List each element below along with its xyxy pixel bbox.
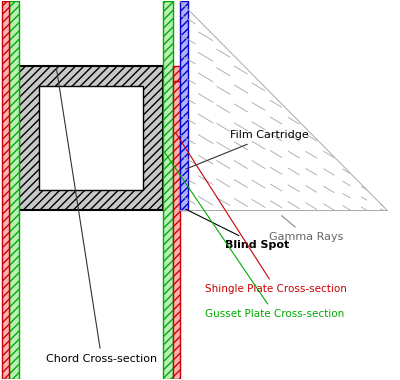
Bar — [10, 2, 19, 378]
Text: Gamma Rays: Gamma Rays — [270, 215, 344, 242]
Text: Blind Spot: Blind Spot — [186, 209, 289, 250]
Bar — [173, 81, 180, 378]
Text: Film Cartridge: Film Cartridge — [186, 130, 308, 169]
Text: Chord Cross-section: Chord Cross-section — [46, 69, 157, 364]
Bar — [163, 2, 173, 378]
Bar — [173, 66, 180, 81]
Bar — [2, 2, 10, 378]
Bar — [19, 66, 163, 210]
Text: Gusset Plate Cross-section: Gusset Plate Cross-section — [165, 153, 344, 319]
Text: Shingle Plate Cross-section: Shingle Plate Cross-section — [176, 133, 347, 294]
Bar — [39, 86, 144, 190]
Bar — [180, 2, 188, 210]
